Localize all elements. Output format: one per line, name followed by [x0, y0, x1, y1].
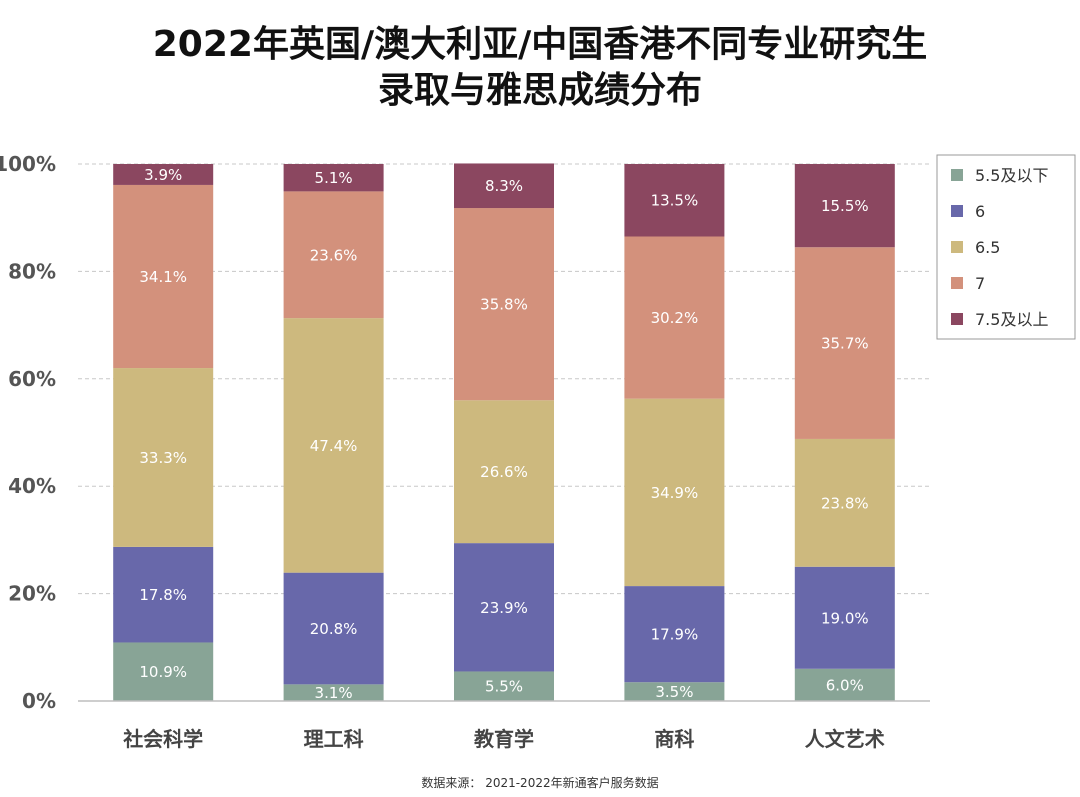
bar-segment	[624, 398, 725, 587]
bar-segment	[113, 642, 214, 701]
axes: 0% 20% 40% 60% 80% 100% 社会科学 理工科 教育学 商科 人文艺术	[0, 152, 930, 751]
y-tick-label: 20%	[8, 582, 56, 606]
data-label: 47.4%	[310, 437, 358, 455]
data-label: 3.1%	[315, 684, 353, 702]
bar-segment	[283, 572, 384, 685]
x-category-label: 理工科	[304, 727, 364, 751]
source-note: 数据来源： 2021-2022年新通客户服务数据	[421, 776, 659, 790]
data-label: 23.6%	[310, 246, 358, 264]
bar-segment	[794, 247, 895, 439]
gridlines	[78, 163, 930, 595]
legend: 5.5及以下 6 6.5 7 7.5及以上	[936, 154, 1076, 340]
data-label: 13.5%	[651, 192, 699, 210]
bar-segment	[624, 164, 725, 237]
legend-swatch	[951, 241, 963, 253]
data-label: 3.5%	[655, 683, 693, 701]
bar-segment	[454, 543, 554, 672]
x-category-label: 社会科学	[122, 727, 203, 751]
data-label: 17.9%	[651, 626, 699, 644]
bar-segment	[624, 682, 725, 701]
bar-segment	[794, 438, 895, 567]
data-label: 8.3%	[485, 177, 523, 195]
data-label: 20.8%	[310, 620, 358, 638]
bar-segment	[113, 164, 214, 185]
data-label: 35.8%	[480, 296, 528, 314]
data-label: 3.9%	[144, 166, 182, 184]
data-label: 26.6%	[480, 463, 528, 481]
bar-segment	[283, 318, 384, 573]
chart-title-line-1: 2022年英国/澳大利亚/中国香港不同专业研究生	[152, 24, 928, 65]
x-category-label: 商科	[654, 727, 694, 751]
chart-title: 2022年英国/澳大利亚/中国香港不同专业研究生 录取与雅思成绩分布	[0, 22, 1080, 114]
data-label: 35.7%	[821, 335, 869, 353]
bars	[113, 163, 895, 701]
data-label: 34.1%	[139, 268, 187, 286]
bar-segment	[794, 164, 895, 248]
bar-segment	[624, 236, 725, 399]
bar-segment	[283, 164, 384, 192]
data-label: 23.9%	[480, 599, 528, 617]
data-labels: 10.9% 17.8% 33.3% 34.1% 3.9% 3.1% 20.8% 47.4% 23…	[139, 166, 868, 702]
data-label: 17.8%	[139, 586, 187, 604]
bar-segment	[454, 208, 554, 401]
bar-segment	[113, 368, 214, 547]
bar-segment	[113, 184, 214, 369]
bar-segment	[454, 163, 554, 209]
y-tick-label: 0%	[22, 689, 56, 713]
x-category-label: 教育学	[474, 727, 534, 751]
data-label: 30.2%	[651, 309, 699, 327]
y-tick-label: 60%	[8, 367, 56, 391]
data-label: 34.9%	[651, 484, 699, 502]
data-label: 19.0%	[821, 609, 869, 627]
data-label: 6.0%	[826, 676, 864, 694]
legend-swatch	[951, 205, 963, 217]
legend-swatch	[951, 313, 963, 325]
bar-segment	[794, 566, 895, 669]
y-tick-label: 100%	[0, 152, 56, 176]
bar-segment	[454, 671, 554, 701]
data-label: 5.1%	[315, 169, 353, 187]
bar-segment	[113, 546, 214, 643]
chart-title-line-2: 录取与雅思成绩分布	[377, 70, 702, 111]
legend-label: 7	[975, 274, 985, 293]
legend-label: 7.5及以上	[975, 310, 1048, 329]
legend-swatch	[951, 277, 963, 289]
legend-label: 6.5	[975, 238, 1000, 257]
bar-segment	[794, 668, 895, 701]
y-tick-label: 40%	[8, 474, 56, 498]
legend-label: 6	[975, 202, 985, 221]
bar-segment	[624, 586, 725, 683]
data-label: 5.5%	[485, 678, 523, 696]
bar-segment	[454, 400, 554, 544]
legend-label: 5.5及以下	[975, 166, 1048, 185]
bar-segment	[283, 684, 384, 701]
data-label: 10.9%	[139, 663, 187, 681]
data-label: 33.3%	[139, 449, 187, 467]
data-label: 15.5%	[821, 197, 869, 215]
y-tick-label: 80%	[8, 259, 56, 283]
x-category-label: 人文艺术	[805, 727, 885, 751]
data-label: 23.8%	[821, 494, 869, 512]
bar-segment	[283, 191, 384, 319]
legend-swatch	[951, 169, 963, 181]
